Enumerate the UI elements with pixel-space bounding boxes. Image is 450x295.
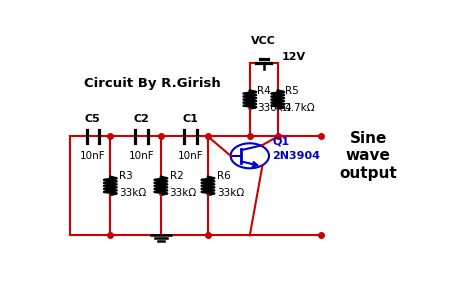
Text: 12V: 12V [281, 52, 305, 62]
Text: 33kΩ: 33kΩ [217, 188, 244, 198]
Text: 330kΩ: 330kΩ [257, 103, 291, 113]
Text: R2: R2 [170, 171, 183, 181]
Text: 2N3904: 2N3904 [273, 151, 320, 161]
Text: R3: R3 [119, 171, 133, 181]
Text: R6: R6 [217, 171, 230, 181]
Text: C2: C2 [134, 114, 150, 124]
Text: 33kΩ: 33kΩ [119, 188, 146, 198]
Text: Q1: Q1 [273, 137, 290, 147]
Text: R5: R5 [285, 86, 298, 96]
Text: 10nF: 10nF [129, 151, 154, 161]
Text: Sine
wave
output: Sine wave output [339, 131, 397, 181]
Text: 4.7kΩ: 4.7kΩ [285, 103, 315, 113]
Text: VCC: VCC [251, 36, 276, 46]
Text: 10nF: 10nF [178, 151, 203, 161]
Text: C5: C5 [85, 114, 101, 124]
Text: C1: C1 [183, 114, 198, 124]
Text: 10nF: 10nF [80, 151, 106, 161]
Text: Circuit By R.Girish: Circuit By R.Girish [84, 77, 221, 90]
Text: 33kΩ: 33kΩ [170, 188, 197, 198]
Text: R4: R4 [257, 86, 270, 96]
